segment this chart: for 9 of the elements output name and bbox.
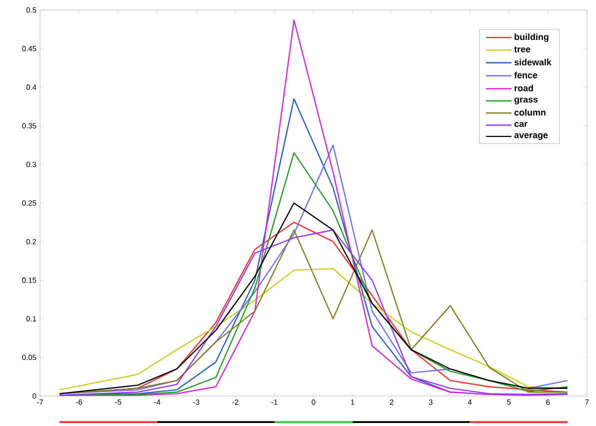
- legend-label: sidewalk: [514, 58, 552, 66]
- legend-label: tree: [514, 46, 530, 52]
- legend-label: grass: [514, 98, 538, 104]
- legend-label: fence: [514, 72, 538, 78]
- legend-label: average: [514, 133, 548, 140]
- legend-label: car: [514, 122, 528, 127]
- legend-label: road: [514, 84, 533, 92]
- legend-label: building: [514, 33, 548, 42]
- legend-label: column: [514, 109, 546, 116]
